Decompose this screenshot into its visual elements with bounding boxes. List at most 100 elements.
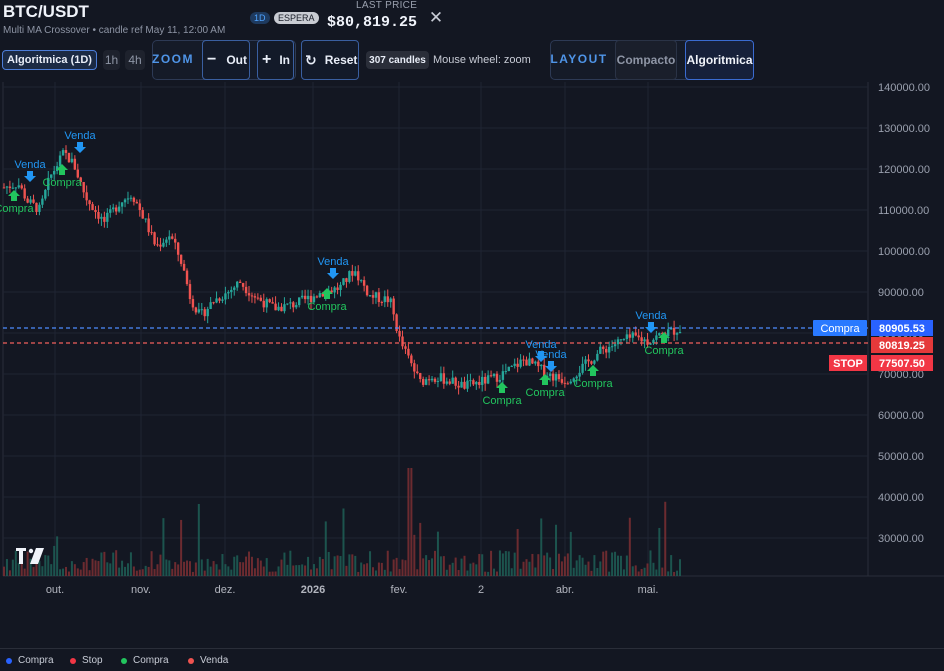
sell-marker: Venda bbox=[317, 256, 349, 279]
legend-item[interactable]: Stop bbox=[70, 655, 103, 666]
volume-bar bbox=[165, 559, 168, 576]
candle-body bbox=[628, 334, 632, 338]
candle-body bbox=[504, 371, 508, 373]
legend-item[interactable]: Compra bbox=[6, 655, 54, 666]
candle-body bbox=[200, 309, 203, 311]
tf-4h-button[interactable]: 4h bbox=[125, 50, 145, 70]
candle-body bbox=[475, 381, 478, 385]
time-tick-label: mai. bbox=[638, 584, 659, 596]
candle-body bbox=[70, 158, 74, 163]
volume-bar bbox=[100, 552, 103, 576]
volume-bar bbox=[371, 567, 374, 576]
volume-bar bbox=[516, 529, 519, 576]
volume-bar bbox=[91, 558, 94, 576]
candle-body bbox=[339, 284, 342, 291]
marker-label: Compra bbox=[0, 203, 34, 215]
mode-button[interactable]: Algoritmica (1D) bbox=[2, 50, 97, 70]
volume-bar bbox=[543, 555, 546, 576]
volume-bar bbox=[197, 504, 200, 576]
volume-bar bbox=[85, 557, 88, 576]
volume-bar bbox=[135, 570, 138, 576]
tf-1h-button[interactable]: 1h bbox=[103, 50, 120, 70]
candle-body bbox=[445, 381, 448, 384]
chart-canvas[interactable]: VendaVendaVendaVendaVendaVendaCompraComp… bbox=[0, 82, 944, 648]
volume-bar bbox=[493, 568, 496, 576]
volume-bar bbox=[416, 569, 419, 576]
volume-bar bbox=[286, 564, 289, 576]
volume-bar bbox=[357, 571, 360, 576]
reset-button[interactable]: ↻ Reset bbox=[301, 40, 359, 80]
volume-bar bbox=[549, 557, 552, 576]
volume-bar bbox=[425, 555, 428, 576]
close-icon[interactable]: ✕ bbox=[428, 8, 444, 27]
minus-icon: − bbox=[207, 51, 217, 68]
volume-bar bbox=[295, 565, 298, 576]
price-tick-label: 40000.00 bbox=[878, 492, 924, 504]
zoom-out-button[interactable]: − Out bbox=[202, 40, 250, 80]
layout-compact-button[interactable]: Compacto bbox=[615, 40, 677, 80]
legend-label: Compra bbox=[133, 655, 169, 666]
candle-body bbox=[150, 232, 153, 234]
price-axis[interactable]: 140000.00 130000.00 120000.00 110000.00 1000… bbox=[813, 82, 933, 545]
volume-bar bbox=[498, 550, 501, 576]
marker-label: Venda bbox=[635, 310, 667, 322]
entry-price-tag bbox=[871, 320, 933, 336]
candle-body bbox=[436, 381, 440, 383]
tradingview-logo bbox=[16, 548, 44, 564]
volume-bar bbox=[581, 557, 584, 576]
volume-bar bbox=[673, 571, 676, 576]
signal-markers: VendaVendaVendaVendaVendaVendaCompraComp… bbox=[0, 130, 684, 407]
candles-count-badge: 307 candles bbox=[366, 51, 429, 69]
candle-body bbox=[424, 379, 428, 385]
volume-bar bbox=[552, 569, 555, 576]
candle-body bbox=[100, 216, 103, 219]
candle-body bbox=[551, 373, 555, 381]
zoom-in-button[interactable]: + In bbox=[257, 40, 294, 80]
candle-body bbox=[286, 303, 289, 305]
time-axis[interactable]: out. nov. dez. 2026 fev. 2 abr. mai. bbox=[46, 584, 659, 596]
volume-bar bbox=[658, 527, 661, 576]
volume-bar bbox=[555, 524, 558, 576]
legend-dot bbox=[6, 657, 12, 664]
candle-body bbox=[300, 295, 304, 298]
candle-body bbox=[666, 329, 670, 337]
legend-item[interactable]: Venda bbox=[188, 655, 228, 666]
marker-label: Compra bbox=[644, 345, 684, 357]
tf-1h-label: 1h bbox=[104, 53, 119, 67]
volume-bar bbox=[478, 553, 481, 576]
volume-bar bbox=[528, 561, 531, 576]
candle-body bbox=[271, 302, 274, 304]
layout-algo-button[interactable]: Algoritmica bbox=[685, 40, 754, 80]
volume-bar bbox=[307, 556, 310, 576]
legend-label: Compra bbox=[18, 655, 54, 666]
candle-body bbox=[103, 216, 106, 222]
volume-bar bbox=[637, 571, 640, 576]
volume-bar bbox=[383, 569, 386, 576]
volume-bar bbox=[587, 561, 590, 576]
candle-body bbox=[590, 361, 593, 364]
volume-bar bbox=[572, 567, 575, 576]
candle-body bbox=[262, 300, 265, 308]
volume-bar bbox=[537, 554, 540, 576]
candle-body bbox=[292, 302, 295, 308]
candle-body bbox=[646, 339, 649, 345]
candle-body bbox=[174, 238, 177, 243]
volume-bar bbox=[191, 571, 194, 576]
volume-bar bbox=[354, 555, 357, 576]
candle-body bbox=[221, 299, 224, 301]
volume-bar bbox=[62, 568, 65, 576]
volume-bar bbox=[121, 560, 124, 576]
volume-bar bbox=[301, 564, 304, 576]
candle-body bbox=[669, 327, 673, 330]
candle-body bbox=[218, 298, 221, 301]
volume-bar bbox=[655, 569, 658, 576]
volume-bar bbox=[94, 560, 97, 576]
legend-item[interactable]: Compra bbox=[121, 655, 169, 666]
volume-bar bbox=[56, 536, 59, 576]
volume-bar bbox=[619, 555, 622, 576]
volume-bar bbox=[593, 555, 596, 576]
candle-body bbox=[321, 293, 325, 297]
volume-bar bbox=[67, 571, 70, 576]
candle-body bbox=[584, 359, 587, 364]
price-chart[interactable]: VendaVendaVendaVendaVendaVendaCompraComp… bbox=[0, 82, 944, 648]
